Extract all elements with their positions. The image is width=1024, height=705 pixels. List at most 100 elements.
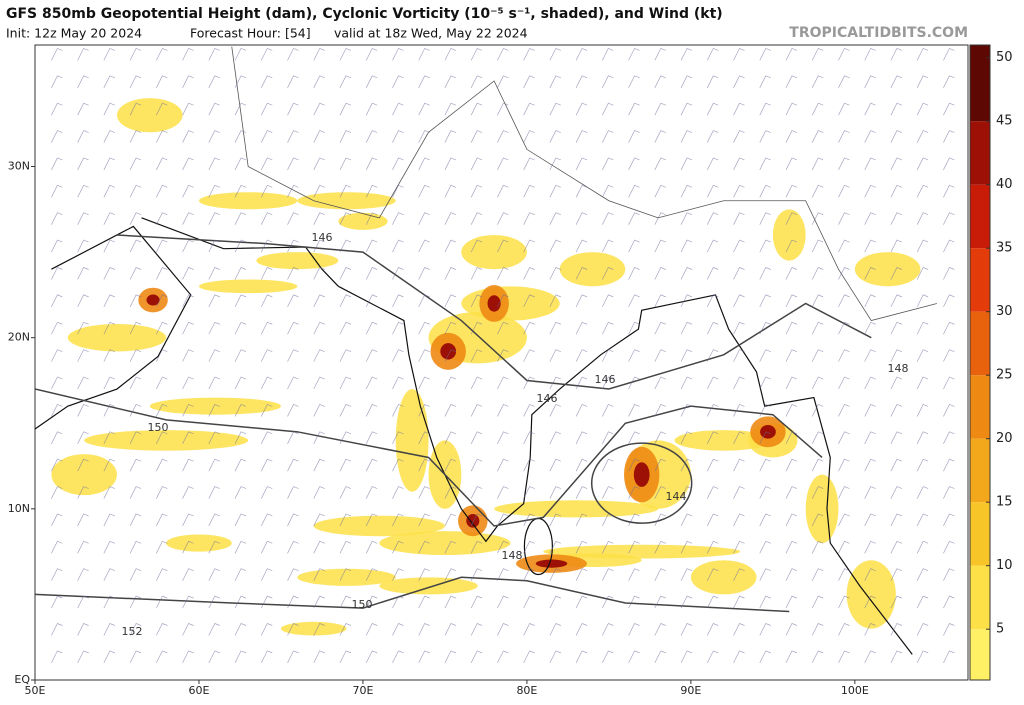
wind-barb <box>208 540 220 554</box>
wind-barb <box>339 294 352 308</box>
wind-barb <box>759 75 771 88</box>
wind-barb <box>759 47 771 61</box>
wind-barb <box>680 623 693 636</box>
wind-barb <box>811 513 824 527</box>
wind-barb <box>838 650 850 664</box>
wind-barb <box>706 431 719 444</box>
wind-barb <box>864 184 876 198</box>
wind-barb <box>654 650 666 664</box>
wind-barb <box>759 294 771 308</box>
wind-barb <box>602 184 614 198</box>
wind-barb <box>103 130 115 143</box>
wind-barb <box>418 184 430 198</box>
wind-barb <box>129 184 142 198</box>
wind-barb <box>51 321 63 335</box>
wind-barb <box>549 75 562 88</box>
wind-barb <box>182 130 194 143</box>
wind-barb <box>444 75 457 88</box>
wind-barb <box>103 294 115 308</box>
wind-barb <box>575 403 588 417</box>
wind-barb <box>208 376 220 390</box>
colorbar-segment <box>970 248 990 312</box>
wind-barb <box>680 540 693 554</box>
wind-barb <box>785 623 798 636</box>
wind-barb <box>234 184 247 198</box>
wind-barb <box>733 47 745 61</box>
wind-barb <box>916 431 929 444</box>
wind-barb <box>654 212 666 225</box>
wind-barb <box>916 184 929 198</box>
wind-barb <box>811 349 824 362</box>
wind-barb <box>523 403 535 417</box>
wind-barb <box>182 486 194 499</box>
height-contour <box>116 234 872 390</box>
wind-barb <box>706 623 719 636</box>
contour-label: 152 <box>122 625 143 638</box>
contour-label: 144 <box>666 490 687 503</box>
wind-barb <box>680 513 693 527</box>
wind-barb <box>234 568 247 581</box>
wind-barb <box>287 595 299 609</box>
wind-barb <box>785 239 798 253</box>
wind-barb <box>733 513 745 527</box>
wind-barb <box>943 540 955 554</box>
wind-barb <box>602 595 614 609</box>
wind-barb <box>77 376 89 390</box>
wind-barb <box>497 239 509 253</box>
wind-barb <box>759 540 771 554</box>
wind-barb <box>497 486 509 499</box>
wind-barb <box>890 130 903 143</box>
wind-barb <box>864 376 876 390</box>
wind-barb <box>680 239 693 253</box>
wind-barb <box>392 157 404 171</box>
wind-barb <box>654 568 666 581</box>
wind-barb <box>365 349 378 362</box>
wind-barb <box>549 294 562 308</box>
wind-barb <box>156 75 168 88</box>
wind-barb <box>864 239 876 253</box>
wind-barb <box>470 130 483 143</box>
wind-barb <box>575 513 588 527</box>
wind-barb <box>339 458 352 472</box>
wind-barb <box>916 267 929 280</box>
wind-barb <box>733 403 745 417</box>
wind-barb <box>838 458 850 472</box>
vorticity-peak <box>760 424 776 439</box>
wind-barb <box>654 458 666 472</box>
wind-barb <box>654 376 666 390</box>
wind-barb <box>943 239 955 253</box>
wind-barb <box>287 650 299 664</box>
wind-barb <box>890 431 903 444</box>
vorticity-area <box>379 577 478 595</box>
wind-barb <box>523 130 535 143</box>
wind-barb <box>523 376 535 390</box>
wind-barb <box>392 294 404 308</box>
wind-barb <box>759 376 771 390</box>
wind-barb <box>418 239 430 253</box>
wind-barb <box>182 650 194 664</box>
wind-barb <box>77 184 89 198</box>
wind-barb <box>628 403 640 417</box>
wind-barb <box>77 623 89 636</box>
wind-barb <box>890 376 903 390</box>
coastline <box>35 225 192 430</box>
wind-barb <box>628 47 640 61</box>
wind-barb <box>811 458 824 472</box>
wind-barb <box>339 540 352 554</box>
wind-barb <box>943 212 955 225</box>
wind-barb <box>365 376 378 390</box>
wind-barb <box>182 102 194 116</box>
wind-barb <box>392 513 404 527</box>
wind-barb <box>339 513 352 527</box>
wind-barb <box>313 47 325 61</box>
wind-barb <box>943 157 955 171</box>
wind-barb <box>811 650 824 664</box>
wind-barb <box>313 595 325 609</box>
wind-barb <box>523 458 535 472</box>
wind-barb <box>628 595 640 609</box>
colorbar-label: 45 <box>996 114 1013 129</box>
wind-barb <box>706 650 719 664</box>
wind-barb <box>916 157 929 171</box>
wind-barb <box>680 47 693 61</box>
wind-barb <box>208 184 220 198</box>
